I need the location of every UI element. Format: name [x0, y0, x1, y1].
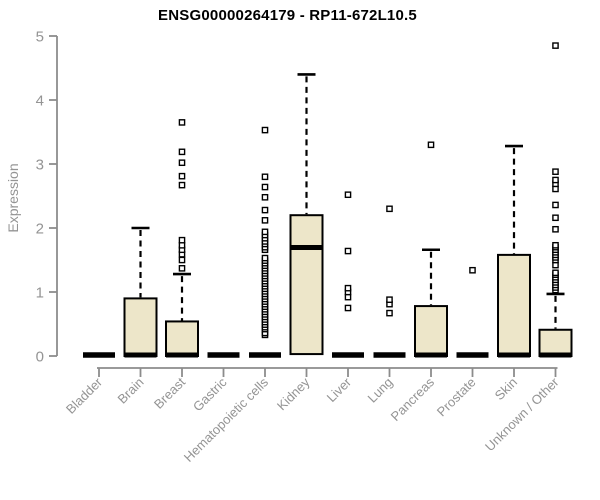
outlier-point — [344, 191, 352, 199]
outlier-point — [178, 256, 186, 264]
x-category-label: Prostate — [434, 375, 479, 420]
outlier-point — [261, 206, 269, 214]
outlier-point — [178, 148, 186, 156]
x-category-label: Bladder — [63, 374, 106, 417]
outlier-point — [386, 296, 393, 303]
outlier-point — [344, 247, 352, 255]
x-category-label: Kidney — [274, 374, 313, 413]
box — [289, 214, 324, 356]
outlier-point — [261, 193, 269, 201]
outlier-point — [552, 269, 559, 277]
outlier-point — [552, 176, 559, 184]
x-category-label: Breast — [151, 374, 188, 411]
outlier-point — [178, 159, 186, 167]
outlier-point — [552, 201, 559, 209]
x-category-label: Liver — [324, 374, 355, 405]
x-category-label: Skin — [492, 375, 520, 403]
x-category-label: Brain — [115, 375, 147, 407]
outlier-point — [261, 254, 269, 262]
box — [165, 320, 199, 358]
outlier-point — [261, 228, 269, 236]
x-category-label: Pancreas — [388, 374, 438, 424]
outlier-point — [552, 225, 559, 233]
x-category-label: Gastric — [190, 374, 230, 414]
outlier-point — [261, 173, 269, 181]
outlier-point — [178, 236, 186, 244]
y-tick-label: 0 — [36, 348, 44, 365]
box — [538, 328, 573, 358]
outlier-point — [261, 183, 269, 191]
outlier-point — [552, 241, 559, 249]
outlier-point — [427, 141, 435, 149]
y-tick-label: 4 — [36, 92, 44, 109]
outlier-point — [552, 168, 559, 175]
y-tick-label: 1 — [36, 284, 44, 301]
outlier-point — [178, 172, 186, 180]
outlier-point — [178, 119, 186, 126]
outlier-point — [178, 265, 186, 272]
outlier-point — [261, 126, 269, 134]
outlier-point — [344, 284, 352, 292]
outlier-point — [469, 266, 476, 274]
y-tick-label: 5 — [36, 28, 44, 45]
box — [497, 253, 531, 358]
outlier-point — [344, 304, 352, 312]
x-category-label: Unknown / Other — [482, 374, 562, 454]
y-tick-label: 3 — [36, 156, 44, 173]
outlier-point — [552, 42, 559, 49]
outlier-point — [178, 181, 186, 189]
outlier-point — [386, 205, 393, 213]
y-tick-label: 2 — [36, 220, 44, 237]
outlier-point — [552, 214, 559, 222]
outlier-point — [261, 217, 269, 224]
chart-title: ENSG00000264179 - RP11-672L10.5 — [158, 7, 417, 24]
box — [414, 305, 448, 357]
outlier-point — [386, 309, 393, 317]
box — [123, 297, 158, 357]
x-category-label: Lung — [365, 375, 396, 406]
